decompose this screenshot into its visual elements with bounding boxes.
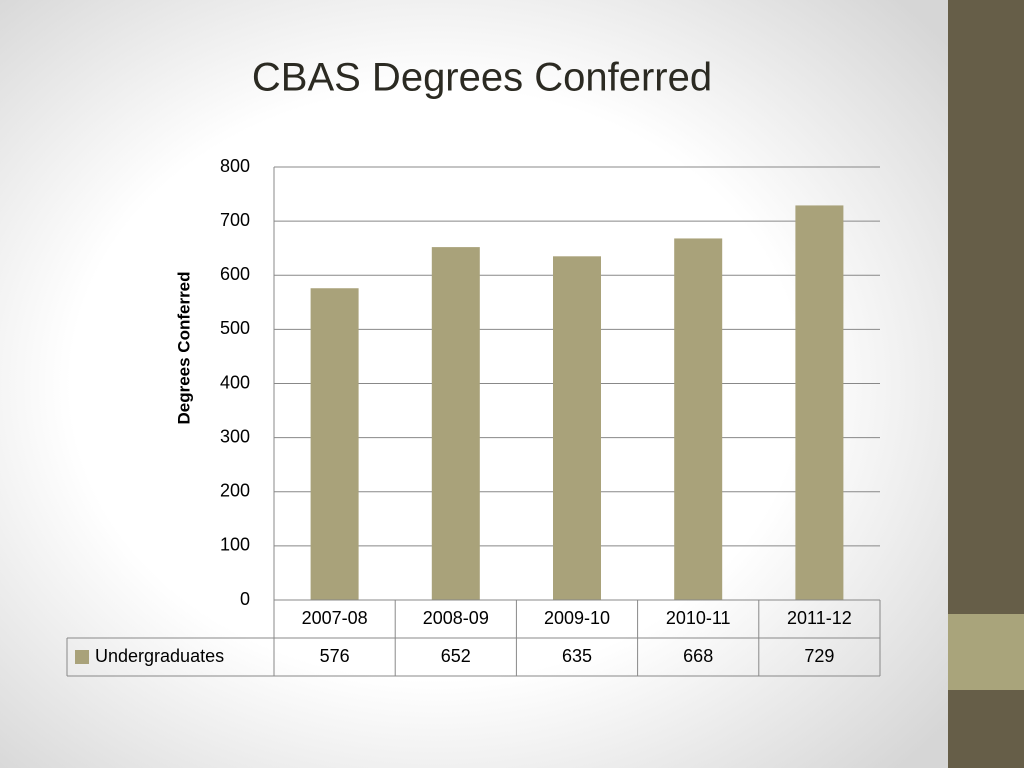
table-value: 729 bbox=[804, 646, 834, 666]
bar bbox=[431, 247, 480, 601]
y-tick-label: 100 bbox=[220, 535, 250, 555]
x-tick-label: 2007-08 bbox=[302, 608, 368, 628]
y-tick-label: 700 bbox=[220, 210, 250, 230]
x-tick-label: 2008-09 bbox=[423, 608, 489, 628]
x-tick-label: 2011-12 bbox=[787, 608, 852, 628]
bar bbox=[553, 256, 601, 600]
bar bbox=[674, 238, 723, 600]
legend-swatch bbox=[75, 650, 89, 664]
x-tick-label: 2010-11 bbox=[666, 608, 731, 628]
y-tick-label: 500 bbox=[220, 318, 250, 338]
y-tick-label: 600 bbox=[220, 264, 250, 284]
y-axis-label: Degrees Conferred bbox=[174, 271, 193, 424]
table-value: 635 bbox=[562, 646, 592, 666]
chart-title: CBAS Degrees Conferred bbox=[252, 56, 712, 100]
y-tick-label: 200 bbox=[220, 481, 250, 501]
bar bbox=[795, 205, 844, 600]
y-tick-label: 0 bbox=[240, 589, 250, 609]
bar bbox=[310, 288, 359, 600]
y-tick-label: 300 bbox=[220, 426, 250, 446]
x-tick-label: 2009-10 bbox=[544, 608, 610, 628]
y-tick-label: 400 bbox=[220, 372, 250, 392]
table-value: 652 bbox=[441, 646, 471, 666]
y-tick-label: 800 bbox=[220, 156, 250, 176]
table-value: 668 bbox=[683, 646, 713, 666]
sidebar-accent bbox=[948, 614, 1024, 690]
legend-label: Undergraduates bbox=[95, 646, 224, 666]
table-value: 576 bbox=[320, 646, 350, 666]
